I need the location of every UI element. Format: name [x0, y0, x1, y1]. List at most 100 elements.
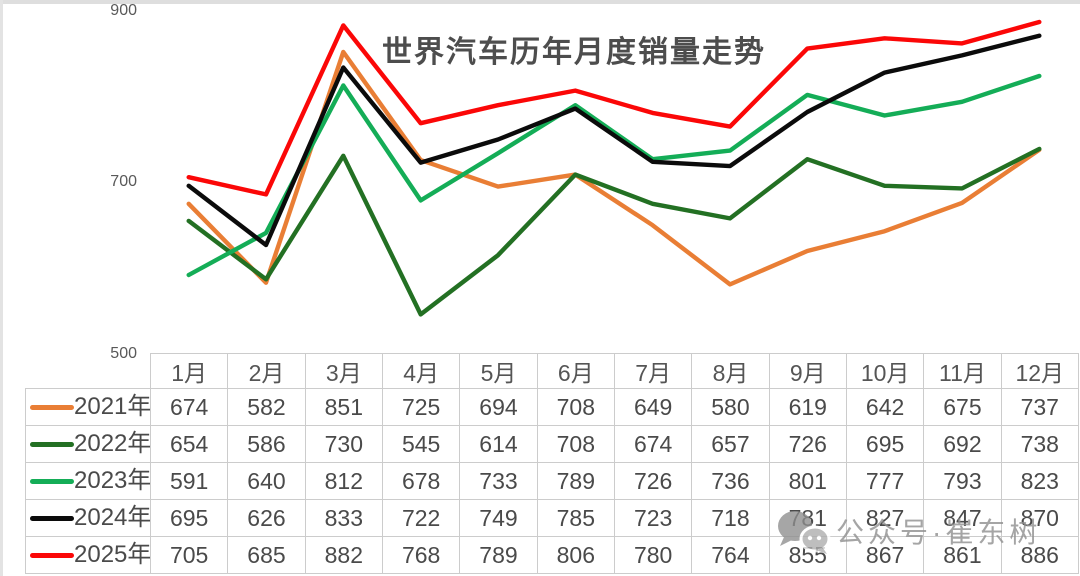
value-cell: 777: [845, 462, 925, 500]
month-header: 7月: [613, 353, 693, 389]
value-cell: 619: [768, 388, 847, 426]
window-edge-left: [0, 0, 3, 576]
value-cell: 718: [691, 499, 770, 537]
table-row-2021年: 2021年 674 582 851 725 694 708 649 580 619 642 675 73…: [25, 388, 1079, 426]
chart-title: 世界汽车历年月度销量走势: [382, 36, 766, 69]
month-header: 12月: [1000, 353, 1079, 389]
value-cell: 695: [845, 425, 925, 463]
value-cell: 789: [459, 536, 538, 574]
value-cell: 692: [923, 425, 1002, 463]
value-cell: 768: [381, 536, 461, 574]
month-header: 9月: [768, 353, 847, 389]
value-cell: 812: [304, 462, 383, 500]
month-header: 3月: [304, 353, 383, 389]
legend-cell: 2023年: [25, 462, 151, 500]
series-color-swatch: [30, 515, 74, 521]
value-cell: 654: [149, 425, 229, 463]
value-cell: 705: [149, 536, 229, 574]
value-cell: 738: [1000, 425, 1079, 463]
table-row-2023年: 2023年 591 640 812 678 733 789 726 736 801 777 793 82…: [25, 462, 1079, 500]
table-header-row: 1月 2月 3月 4月 5月 6月 7月 8月 9月 10月 11月 12月: [26, 353, 1079, 389]
value-cell: 580: [691, 388, 770, 426]
value-cell: 736: [691, 462, 770, 500]
value-cell: 733: [459, 462, 538, 500]
table-row-2022年: 2022年 654 586 730 545 614 708 674 657 726 695 692 73…: [25, 425, 1079, 463]
value-cell: 675: [923, 388, 1002, 426]
table-row-2024年: 2024年 695 626 833 722 749 785 723 718 781 827 847 87…: [25, 499, 1079, 537]
value-cell: 694: [459, 388, 538, 426]
value-cell: 640: [227, 462, 306, 500]
value-cell: 657: [691, 425, 770, 463]
value-cell: 870: [1000, 499, 1079, 537]
value-cell: 545: [381, 425, 461, 463]
series-color-swatch: [30, 404, 74, 410]
month-header: 6月: [536, 353, 615, 389]
value-cell: 793: [923, 462, 1002, 500]
legend-cell: 2024年: [25, 499, 151, 537]
month-header: 10月: [845, 353, 925, 389]
value-cell: 867: [845, 536, 925, 574]
y-axis-tick-900: 900: [110, 2, 137, 19]
value-cell: 882: [304, 536, 383, 574]
value-cell: 737: [1000, 388, 1079, 426]
value-cell: 855: [768, 536, 847, 574]
value-cell: 789: [536, 462, 615, 500]
series-color-swatch: [30, 552, 74, 558]
value-cell: 695: [149, 499, 229, 537]
value-cell: 649: [613, 388, 693, 426]
value-cell: 708: [536, 425, 615, 463]
value-cell: 785: [536, 499, 615, 537]
value-cell: 582: [227, 388, 306, 426]
value-cell: 626: [227, 499, 306, 537]
y-axis-tick-500: 500: [110, 345, 137, 362]
value-cell: 781: [768, 499, 847, 537]
legend-cell: 2022年: [25, 425, 151, 463]
value-cell: 726: [768, 425, 847, 463]
value-cell: 806: [536, 536, 615, 574]
value-cell: 886: [1000, 536, 1079, 574]
value-cell: 674: [149, 388, 229, 426]
series-color-swatch: [30, 441, 74, 447]
value-cell: 749: [459, 499, 538, 537]
value-cell: 851: [304, 388, 383, 426]
series-label: 2025年: [74, 541, 151, 568]
series-line-2022年: [186, 146, 1042, 317]
value-cell: 642: [845, 388, 925, 426]
series-label: 2022年: [74, 430, 151, 457]
value-cell: 833: [304, 499, 383, 537]
series-color-swatch: [30, 478, 74, 484]
legend-cell: 2021年: [25, 388, 151, 426]
sales-data-table: 1月 2月 3月 4月 5月 6月 7月 8月 9月 10月 11月 12月 2021年 674 582 85…: [25, 353, 1079, 574]
value-cell: 861: [923, 536, 1002, 574]
value-cell: 726: [613, 462, 693, 500]
value-cell: 591: [149, 462, 229, 500]
value-cell: 722: [381, 499, 461, 537]
month-header: 8月: [691, 353, 770, 389]
value-cell: 614: [459, 425, 538, 463]
value-cell: 678: [381, 462, 461, 500]
month-header: 11月: [923, 353, 1002, 389]
series-label: 2024年: [74, 504, 151, 531]
value-cell: 730: [304, 425, 383, 463]
value-cell: 823: [1000, 462, 1079, 500]
series-label: 2023年: [74, 467, 151, 494]
value-cell: 764: [691, 536, 770, 574]
window-edge-top: [0, 0, 1080, 4]
table-row-2025年: 2025年 705 685 882 768 789 806 780 764 855 867 861 88…: [25, 536, 1079, 574]
value-cell: 708: [536, 388, 615, 426]
series-line-2021年: [186, 49, 1042, 287]
series-label: 2021年: [74, 393, 151, 420]
value-cell: 723: [613, 499, 693, 537]
value-cell: 780: [613, 536, 693, 574]
legend-cell: 2025年: [25, 536, 151, 574]
value-cell: 685: [227, 536, 306, 574]
month-header: 2月: [227, 353, 306, 389]
month-header: 5月: [459, 353, 538, 389]
value-cell: 847: [923, 499, 1002, 537]
series-line-2023年: [186, 73, 1042, 278]
value-cell: 801: [768, 462, 847, 500]
value-cell: 586: [227, 425, 306, 463]
value-cell: 725: [381, 388, 461, 426]
month-header: 1月: [149, 353, 229, 389]
